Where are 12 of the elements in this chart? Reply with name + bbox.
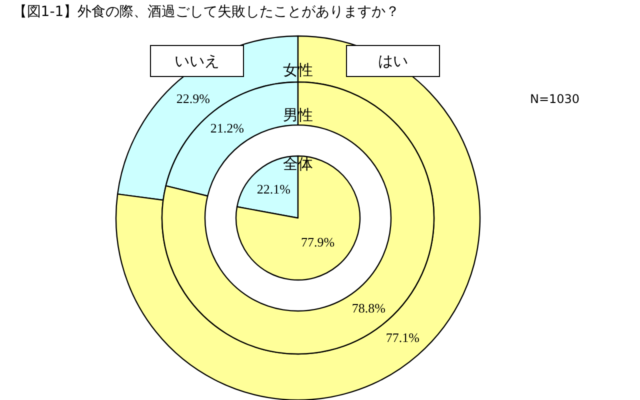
text: N=1030 — [530, 92, 580, 106]
slice-label: 全体 — [283, 155, 313, 173]
data-label: 22.1% — [256, 181, 291, 196]
data-label: 22.9% — [176, 90, 210, 106]
data-label: 78.8% — [352, 300, 386, 316]
data-label: 21.2% — [210, 120, 244, 136]
chart-title: 【図1-1】外食の際、酒過ごして失敗したことがありますか？ — [12, 4, 400, 20]
data-label: 77.1% — [386, 330, 420, 346]
slice-label: 男性 — [283, 106, 313, 124]
data-label: 77.9% — [300, 234, 335, 250]
slice-label: いいえ — [174, 52, 220, 70]
slice-label: はい — [378, 52, 408, 70]
